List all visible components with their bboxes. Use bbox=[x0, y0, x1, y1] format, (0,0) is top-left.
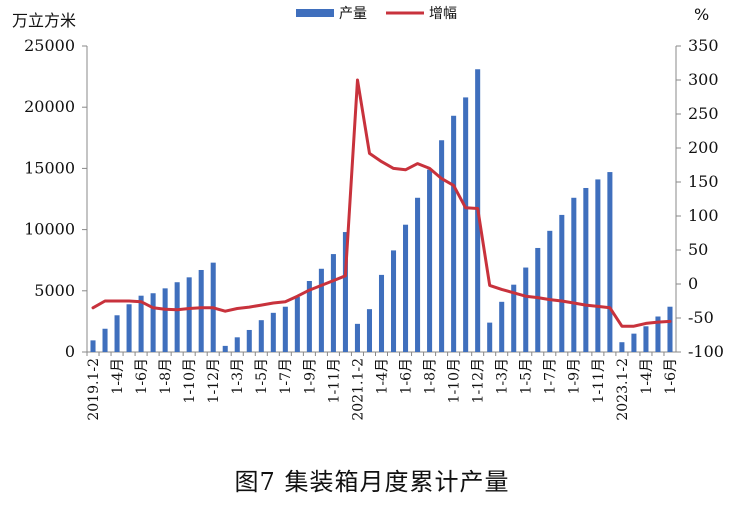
y-right-unit-label: % bbox=[694, 5, 709, 24]
x-tick-label: 1-6月 bbox=[663, 358, 679, 395]
y-right-tick-label: 350 bbox=[688, 36, 719, 55]
legend-label-bar: 产量 bbox=[339, 6, 367, 22]
legend: 产量 增幅 bbox=[296, 6, 457, 22]
bar bbox=[330, 254, 336, 352]
x-tick-label: 2023.1-2 bbox=[615, 358, 631, 421]
bar bbox=[511, 284, 517, 352]
bar bbox=[246, 329, 252, 352]
y-left-tick-label: 25000 bbox=[24, 36, 75, 55]
y-right-tick-label: 100 bbox=[688, 206, 719, 225]
chart-canvas: 万立方米 % 产量 增幅 0 5000 10000 15000 20000 25000 -10… bbox=[12, 5, 724, 421]
x-tick-label: 1-8月 bbox=[422, 358, 438, 395]
bar bbox=[354, 323, 360, 352]
bar bbox=[270, 312, 276, 352]
bar bbox=[174, 282, 180, 352]
x-tick-label: 1-5月 bbox=[254, 358, 270, 395]
x-tick-label: 1-10月 bbox=[447, 358, 463, 403]
x-tick-label: 1-3月 bbox=[495, 358, 511, 395]
y-right-tick-label: 250 bbox=[688, 104, 719, 123]
x-tick-label: 1-9月 bbox=[302, 358, 318, 395]
bar bbox=[547, 230, 553, 352]
bar bbox=[643, 326, 649, 352]
figure-caption: 图7 集装箱月度累计产量 bbox=[234, 468, 510, 496]
bar bbox=[535, 247, 541, 352]
legend-label-line: 增幅 bbox=[429, 6, 457, 22]
bar bbox=[114, 315, 120, 352]
bar bbox=[451, 115, 457, 352]
y-left-tick-label: 20000 bbox=[24, 97, 75, 116]
bar bbox=[463, 97, 469, 353]
bar bbox=[378, 274, 385, 352]
bar bbox=[667, 306, 673, 352]
bar bbox=[559, 214, 565, 352]
y-right-tick-label: -100 bbox=[688, 342, 724, 361]
y-right-tick-label: 150 bbox=[688, 172, 719, 191]
bar bbox=[655, 316, 661, 352]
bar bbox=[619, 342, 625, 352]
x-tick-label: 1-11月 bbox=[591, 358, 607, 403]
line-series bbox=[91, 78, 672, 328]
bar bbox=[390, 250, 397, 352]
bar bbox=[607, 172, 613, 352]
bar bbox=[282, 306, 288, 352]
y-right-tick-label: 200 bbox=[688, 138, 719, 157]
bar bbox=[162, 288, 168, 352]
x-tick-label: 1-6月 bbox=[398, 358, 414, 395]
bar bbox=[487, 322, 493, 352]
bar bbox=[499, 301, 505, 352]
bar bbox=[571, 197, 577, 352]
bar bbox=[258, 320, 264, 352]
bar bbox=[150, 293, 156, 352]
y-left-tick-label: 5000 bbox=[34, 281, 75, 300]
y-right-tick-label: 0 bbox=[688, 274, 698, 293]
bar bbox=[186, 277, 192, 352]
bar bbox=[631, 333, 637, 352]
x-tick-label: 1-12月 bbox=[471, 358, 487, 403]
bar bbox=[583, 187, 589, 352]
bar bbox=[318, 268, 324, 352]
bar bbox=[294, 296, 300, 352]
y-left-tick-label: 10000 bbox=[24, 220, 75, 239]
x-tick-label: 1-8月 bbox=[158, 358, 174, 395]
x-tick-label: 2021.1-2 bbox=[350, 358, 366, 421]
x-tick-label: 1-4月 bbox=[374, 358, 390, 395]
bar bbox=[342, 232, 348, 352]
y-left-unit-label: 万立方米 bbox=[12, 11, 76, 30]
bar bbox=[198, 269, 204, 352]
bar bbox=[439, 140, 445, 352]
bar bbox=[222, 345, 228, 352]
bar bbox=[366, 309, 373, 352]
bar bbox=[234, 337, 240, 352]
x-tick-label: 1-7月 bbox=[278, 358, 294, 395]
y-right-tick-label: 300 bbox=[688, 70, 719, 89]
bar bbox=[102, 328, 108, 352]
line-series-path bbox=[91, 78, 672, 328]
bar bbox=[126, 304, 132, 352]
y-right-tick-label: 50 bbox=[688, 240, 708, 259]
bar bbox=[427, 169, 433, 352]
x-tick-label: 1-3月 bbox=[230, 358, 246, 395]
legend-swatch-bar bbox=[296, 9, 334, 17]
bar bbox=[595, 179, 601, 352]
bar bbox=[523, 267, 529, 352]
x-tick-label: 1-6月 bbox=[134, 358, 150, 395]
x-tick-label: 1-5月 bbox=[519, 358, 535, 395]
bar bbox=[403, 224, 409, 352]
axes: 0 5000 10000 15000 20000 25000 -100 -50 0 50 100 15… bbox=[24, 36, 724, 421]
x-tick-label: 2019.1-2 bbox=[86, 358, 102, 421]
x-tick-label: 1-4月 bbox=[639, 358, 655, 395]
bar bbox=[138, 295, 144, 352]
y-left-tick-label: 0 bbox=[65, 342, 75, 361]
bar bbox=[415, 197, 421, 352]
bar bbox=[306, 281, 312, 352]
x-tick-label: 1-12月 bbox=[206, 358, 222, 403]
x-tick-label: 1-7月 bbox=[543, 358, 559, 395]
bar bbox=[90, 340, 96, 352]
x-tick-label: 1-9月 bbox=[567, 358, 583, 395]
y-right-tick-label: -50 bbox=[688, 308, 714, 327]
x-tick-label: 1-11月 bbox=[326, 358, 342, 403]
x-tick-label: 1-10月 bbox=[182, 358, 198, 403]
y-left-tick-label: 15000 bbox=[24, 158, 75, 177]
x-tick-label: 1-4月 bbox=[110, 358, 126, 395]
